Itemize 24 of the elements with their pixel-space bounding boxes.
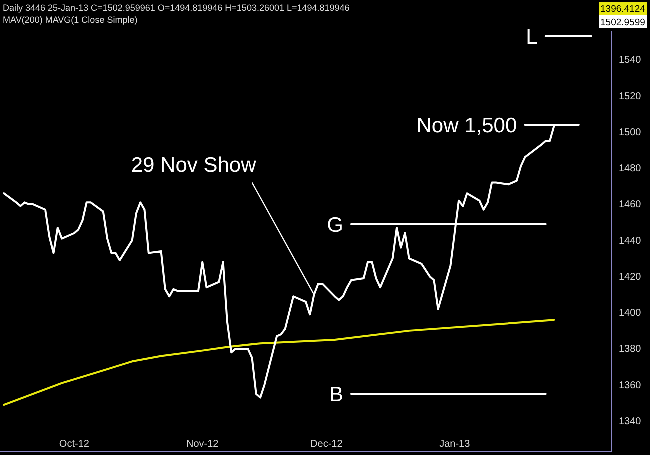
chart-title: Daily 3446 25-Jan-13 C=1502.959961 O=1494.819946 H=1503.26001 L=1494.819946 (3, 3, 350, 13)
annotation: L (526, 26, 538, 49)
y-tick-label: 1540 (619, 55, 642, 66)
x-tick-label: Oct-12 (59, 439, 90, 450)
x-tick-label: Dec-12 (310, 439, 344, 450)
chart-subtitle: MAV(200) MAVG(1 Close Simple) (3, 15, 138, 25)
y-tick-label: 1520 (619, 91, 642, 102)
y-tick-label: 1340 (619, 416, 642, 428)
y-tick-label: 1440 (619, 236, 642, 247)
y-tick-label: 1380 (619, 344, 642, 356)
y-tick-label: 1480 (619, 164, 642, 175)
y-tick-label: 1400 (619, 308, 642, 320)
y-tick-label: 1360 (619, 380, 642, 392)
text: 1502.9599 (600, 18, 646, 28)
x-tick-label: Nov-12 (186, 439, 220, 450)
y-tick-label: 1460 (619, 200, 642, 211)
text: 1396.4124 (600, 4, 646, 15)
x-tick-label: Jan-13 (440, 439, 471, 450)
annotation: Now 1,500 (416, 114, 518, 138)
annotation: 29 Nov Show (131, 154, 258, 177)
annotation: B (329, 384, 344, 407)
y-tick-label: 1500 (619, 127, 642, 138)
annotation: G (327, 214, 344, 237)
y-tick-label: 1420 (619, 272, 642, 283)
